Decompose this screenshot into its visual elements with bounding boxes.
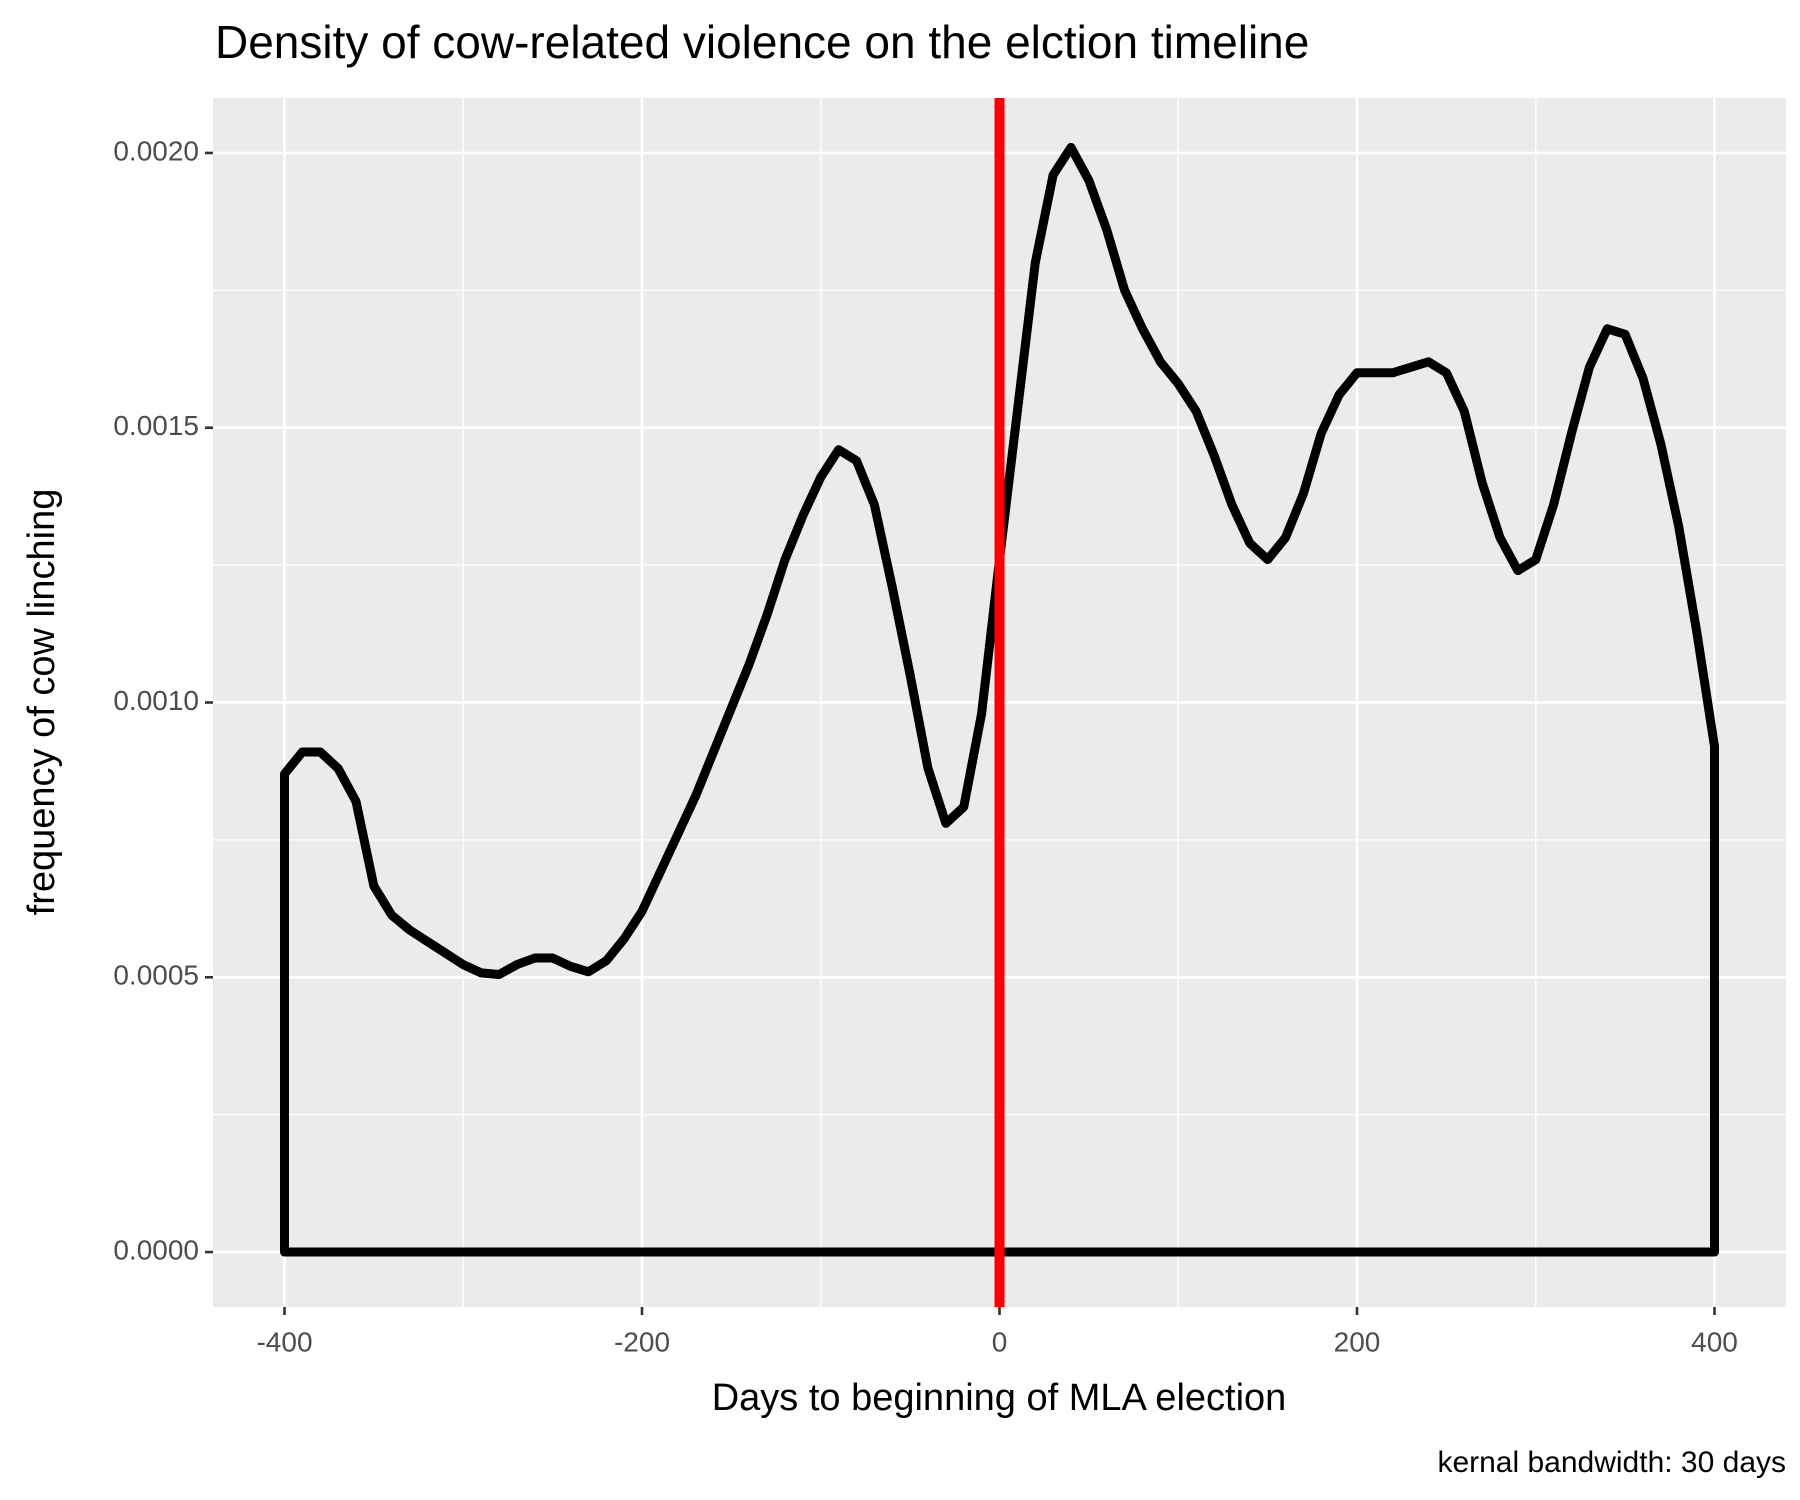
- x-tick-label: 0: [992, 1326, 1008, 1357]
- y-tick-label: 0.0000: [113, 1234, 199, 1265]
- y-tick-label: 0.0015: [113, 410, 199, 441]
- marks: [280, 98, 1719, 1307]
- x-tick-label: -200: [614, 1326, 670, 1357]
- chart-title: Density of cow-related violence on the e…: [215, 16, 1309, 68]
- x-tick-label: 200: [1334, 1326, 1381, 1357]
- y-axis-title: frequency of cow linching: [21, 489, 63, 916]
- y-tick-label: 0.0005: [113, 960, 199, 991]
- caption: kernal bandwidth: 30 days: [1437, 1446, 1786, 1479]
- x-tick-label: 400: [1691, 1326, 1738, 1357]
- y-tick-label: 0.0010: [113, 685, 199, 716]
- x-axis-title: Days to beginning of MLA election: [712, 1377, 1287, 1419]
- y-tick-label: 0.0020: [113, 135, 199, 166]
- x-tick-label: -400: [256, 1326, 312, 1357]
